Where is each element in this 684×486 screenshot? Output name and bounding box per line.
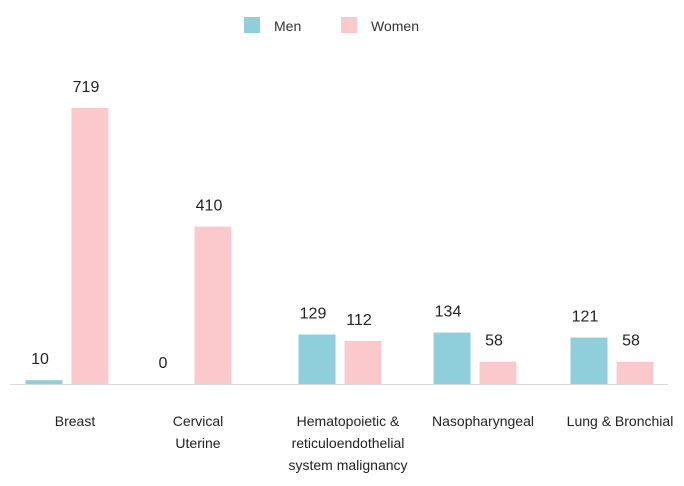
legend-swatch-women — [341, 17, 357, 33]
category-label-breast: Breast — [55, 413, 96, 429]
value-labels-layer: 10 719 0 410 129 112 134 58 121 58 — [31, 79, 640, 372]
bar-men-lung-and-bronchial — [571, 338, 608, 384]
category-labels-layer: Breast Cervical Uterine Hematopoietic & reti… — [55, 413, 674, 473]
category-label-hematopoietic-and-reticuloendothelial-system-malignancy: Hematopoietic & reticuloendothelial system… — [288, 413, 407, 473]
value-label-women-hematopoietic-and-reticuloendothelial-system-malignancy: 112 — [346, 312, 372, 329]
bar-men-nasopharyngeal — [434, 333, 471, 384]
category-label-lung-and-bronchial: Lung & Bronchial — [567, 413, 674, 429]
value-label-men-cervical-uterine: 0 — [159, 355, 168, 372]
value-label-women-cervical-uterine: 410 — [196, 198, 223, 215]
bar-men-hematopoietic-and-reticuloendothelial-system-malignancy — [299, 334, 336, 384]
bar-women-breast — [72, 108, 109, 384]
bar-women-nasopharyngeal — [480, 362, 517, 384]
value-label-men-nasopharyngeal: 134 — [435, 304, 462, 321]
category-label-nasopharyngeal: Nasopharyngeal — [432, 413, 534, 429]
legend-label-women: Women — [371, 18, 419, 34]
chart-legend: Men Women — [244, 17, 419, 34]
bar-women-lung-and-bronchial — [617, 362, 654, 384]
value-label-women-nasopharyngeal: 58 — [485, 333, 503, 350]
value-label-men-hematopoietic-and-reticuloendothelial-system-malignancy: 129 — [300, 305, 327, 322]
value-label-women-breast: 719 — [73, 79, 100, 96]
category-label-cervical-uterine: Cervical Uterine — [173, 413, 224, 451]
bars-layer — [26, 108, 654, 384]
legend-swatch-men — [244, 17, 260, 33]
value-label-men-lung-and-bronchial: 121 — [572, 309, 599, 326]
value-label-women-lung-and-bronchial: 58 — [622, 333, 640, 350]
bar-men-breast — [26, 380, 63, 384]
legend-label-men: Men — [274, 18, 301, 34]
value-label-men-breast: 10 — [31, 351, 49, 368]
bar-women-cervical-uterine — [195, 227, 232, 384]
bar-women-hematopoietic-and-reticuloendothelial-system-malignancy — [345, 341, 382, 384]
